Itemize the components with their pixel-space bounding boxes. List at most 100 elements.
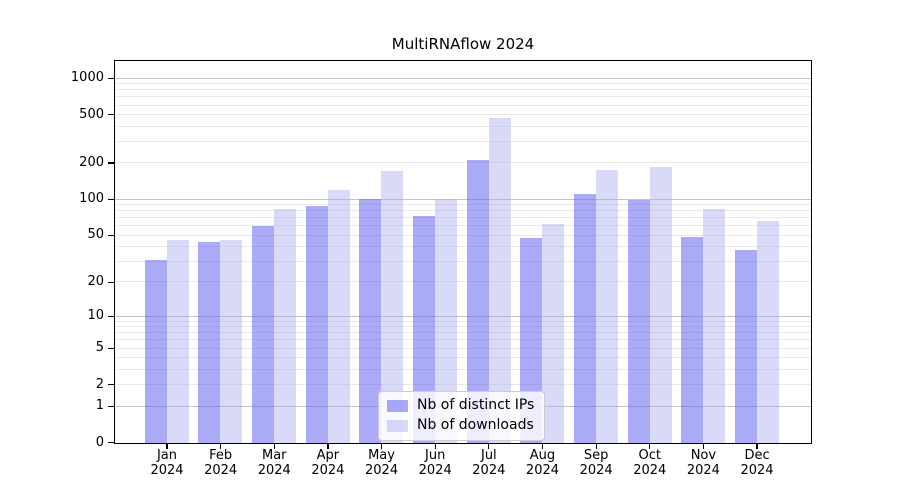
y-tick-label: 5: [95, 340, 104, 356]
y-axis-tick: [108, 281, 114, 283]
x-tick-label-mar: Mar 2024: [257, 448, 291, 478]
gridline-minor: [115, 332, 811, 334]
bar-downloads-sep: [595, 169, 618, 443]
plot-area: Nb of distinct IPs Nb of downloads: [114, 60, 812, 444]
bar-distinct-ips-jul: [466, 159, 489, 443]
bar-downloads-aug: [542, 224, 565, 443]
y-axis-tick: [108, 162, 114, 164]
legend-swatch-downloads: [387, 419, 408, 432]
bar-downloads-jun: [435, 198, 457, 443]
legend: Nb of distinct IPs Nb of downloads: [378, 391, 546, 441]
y-tick-label: 100: [79, 191, 104, 207]
bar-distinct-ips-jan: [144, 260, 167, 443]
y-axis-tick: [108, 405, 114, 407]
bar-distinct-ips-dec: [734, 249, 757, 443]
gridline-minor: [115, 347, 811, 349]
x-axis-tick: [380, 444, 383, 449]
y-tick-label: 50: [87, 227, 104, 243]
x-tick-label-nov: Nov 2024: [686, 448, 720, 478]
bar-distinct-ips-feb: [198, 242, 221, 443]
y-tick-label: 500: [79, 106, 104, 122]
y-axis-tick: [108, 442, 114, 444]
gridline-minor: [115, 225, 811, 227]
y-tick-label: 0: [95, 434, 104, 450]
x-tick-label-aug: Aug 2024: [525, 448, 560, 478]
gridline-minor: [115, 260, 811, 262]
y-axis-tick: [108, 347, 114, 349]
gridline-minor: [115, 96, 811, 98]
gridline-minor: [115, 234, 811, 236]
bar-distinct-ips-oct: [627, 199, 650, 443]
legend-item-distinct-ips: Nb of distinct IPs: [387, 397, 534, 414]
gridline-minor: [115, 210, 811, 212]
x-tick-label-feb: Feb 2024: [204, 448, 238, 478]
gridline-minor: [115, 368, 811, 370]
x-axis-tick: [649, 444, 651, 449]
y-axis-tick: [108, 315, 114, 317]
x-axis-tick: [220, 444, 222, 449]
bar-downloads-nov: [703, 209, 726, 443]
bar-downloads-dec: [756, 221, 779, 443]
gridline-minor: [115, 83, 811, 85]
legend-swatch-distinct-ips: [387, 399, 408, 412]
chart-title: MultiRNAflow 2024: [391, 35, 535, 53]
y-tick-label: 2: [95, 376, 104, 392]
y-axis-tick: [108, 114, 114, 116]
y-tick-label: 200: [79, 154, 104, 170]
bar-distinct-ips-may: [359, 198, 382, 443]
gridline-minor: [115, 339, 811, 341]
bar-distinct-ips-jun: [413, 215, 435, 443]
x-axis-tick: [273, 444, 275, 449]
gridline-minor: [115, 320, 811, 322]
gridline-minor: [115, 384, 811, 386]
gridline-minor: [115, 281, 811, 283]
gridline-minor: [115, 89, 811, 91]
bar-downloads-jan: [166, 239, 189, 443]
gridline-minor: [115, 140, 811, 142]
y-tick-label: 1000: [70, 70, 104, 86]
x-axis-tick: [595, 444, 597, 449]
x-axis-tick: [756, 444, 758, 449]
legend-label-distinct-ips: Nb of distinct IPs: [417, 397, 535, 413]
x-axis-tick: [327, 444, 329, 449]
y-axis-tick: [108, 234, 114, 236]
bar-distinct-ips-nov: [681, 236, 704, 443]
bar-distinct-ips-sep: [573, 193, 596, 443]
y-axis-tick: [108, 77, 114, 79]
legend-item-downloads: Nb of downloads: [387, 417, 534, 434]
gridline-minor: [115, 217, 811, 219]
bar-distinct-ips-mar: [252, 226, 275, 443]
gridline-major: [115, 315, 811, 317]
gridline-minor: [115, 326, 811, 328]
x-axis-tick: [488, 444, 490, 449]
x-tick-label-may: May 2024: [365, 448, 399, 478]
bar-downloads-oct: [649, 167, 672, 443]
gridline-minor: [115, 204, 811, 206]
y-axis-tick: [108, 198, 114, 200]
y-axis-tick: [108, 384, 114, 386]
gridline-minor: [115, 357, 811, 359]
x-axis-tick: [702, 444, 704, 449]
gridline-major: [115, 198, 811, 200]
x-tick-label-apr: Apr 2024: [311, 448, 345, 478]
bar-downloads-mar: [274, 208, 297, 443]
bar-downloads-may: [381, 170, 404, 443]
x-tick-label-dec: Dec 2024: [740, 448, 774, 478]
y-tick-label: 1: [95, 398, 104, 414]
gridline-minor: [115, 246, 811, 248]
gridline-major: [115, 77, 811, 79]
x-axis-tick: [434, 444, 436, 449]
x-tick-label-jun: Jun 2024: [418, 448, 452, 478]
bar-downloads-apr: [327, 190, 350, 443]
gridline-minor: [115, 125, 811, 127]
x-tick-label-oct: Oct 2024: [633, 448, 667, 478]
gridline-minor: [115, 162, 811, 164]
x-axis-tick: [541, 444, 544, 449]
gridline-minor: [115, 104, 811, 106]
x-tick-label-sep: Sep 2024: [579, 448, 613, 478]
gridline-minor: [115, 114, 811, 116]
y-tick-label: 20: [87, 274, 104, 290]
x-tick-label-jul: Jul 2024: [472, 448, 506, 478]
bar-downloads-jul: [488, 118, 511, 443]
y-tick-label: 10: [87, 308, 104, 324]
